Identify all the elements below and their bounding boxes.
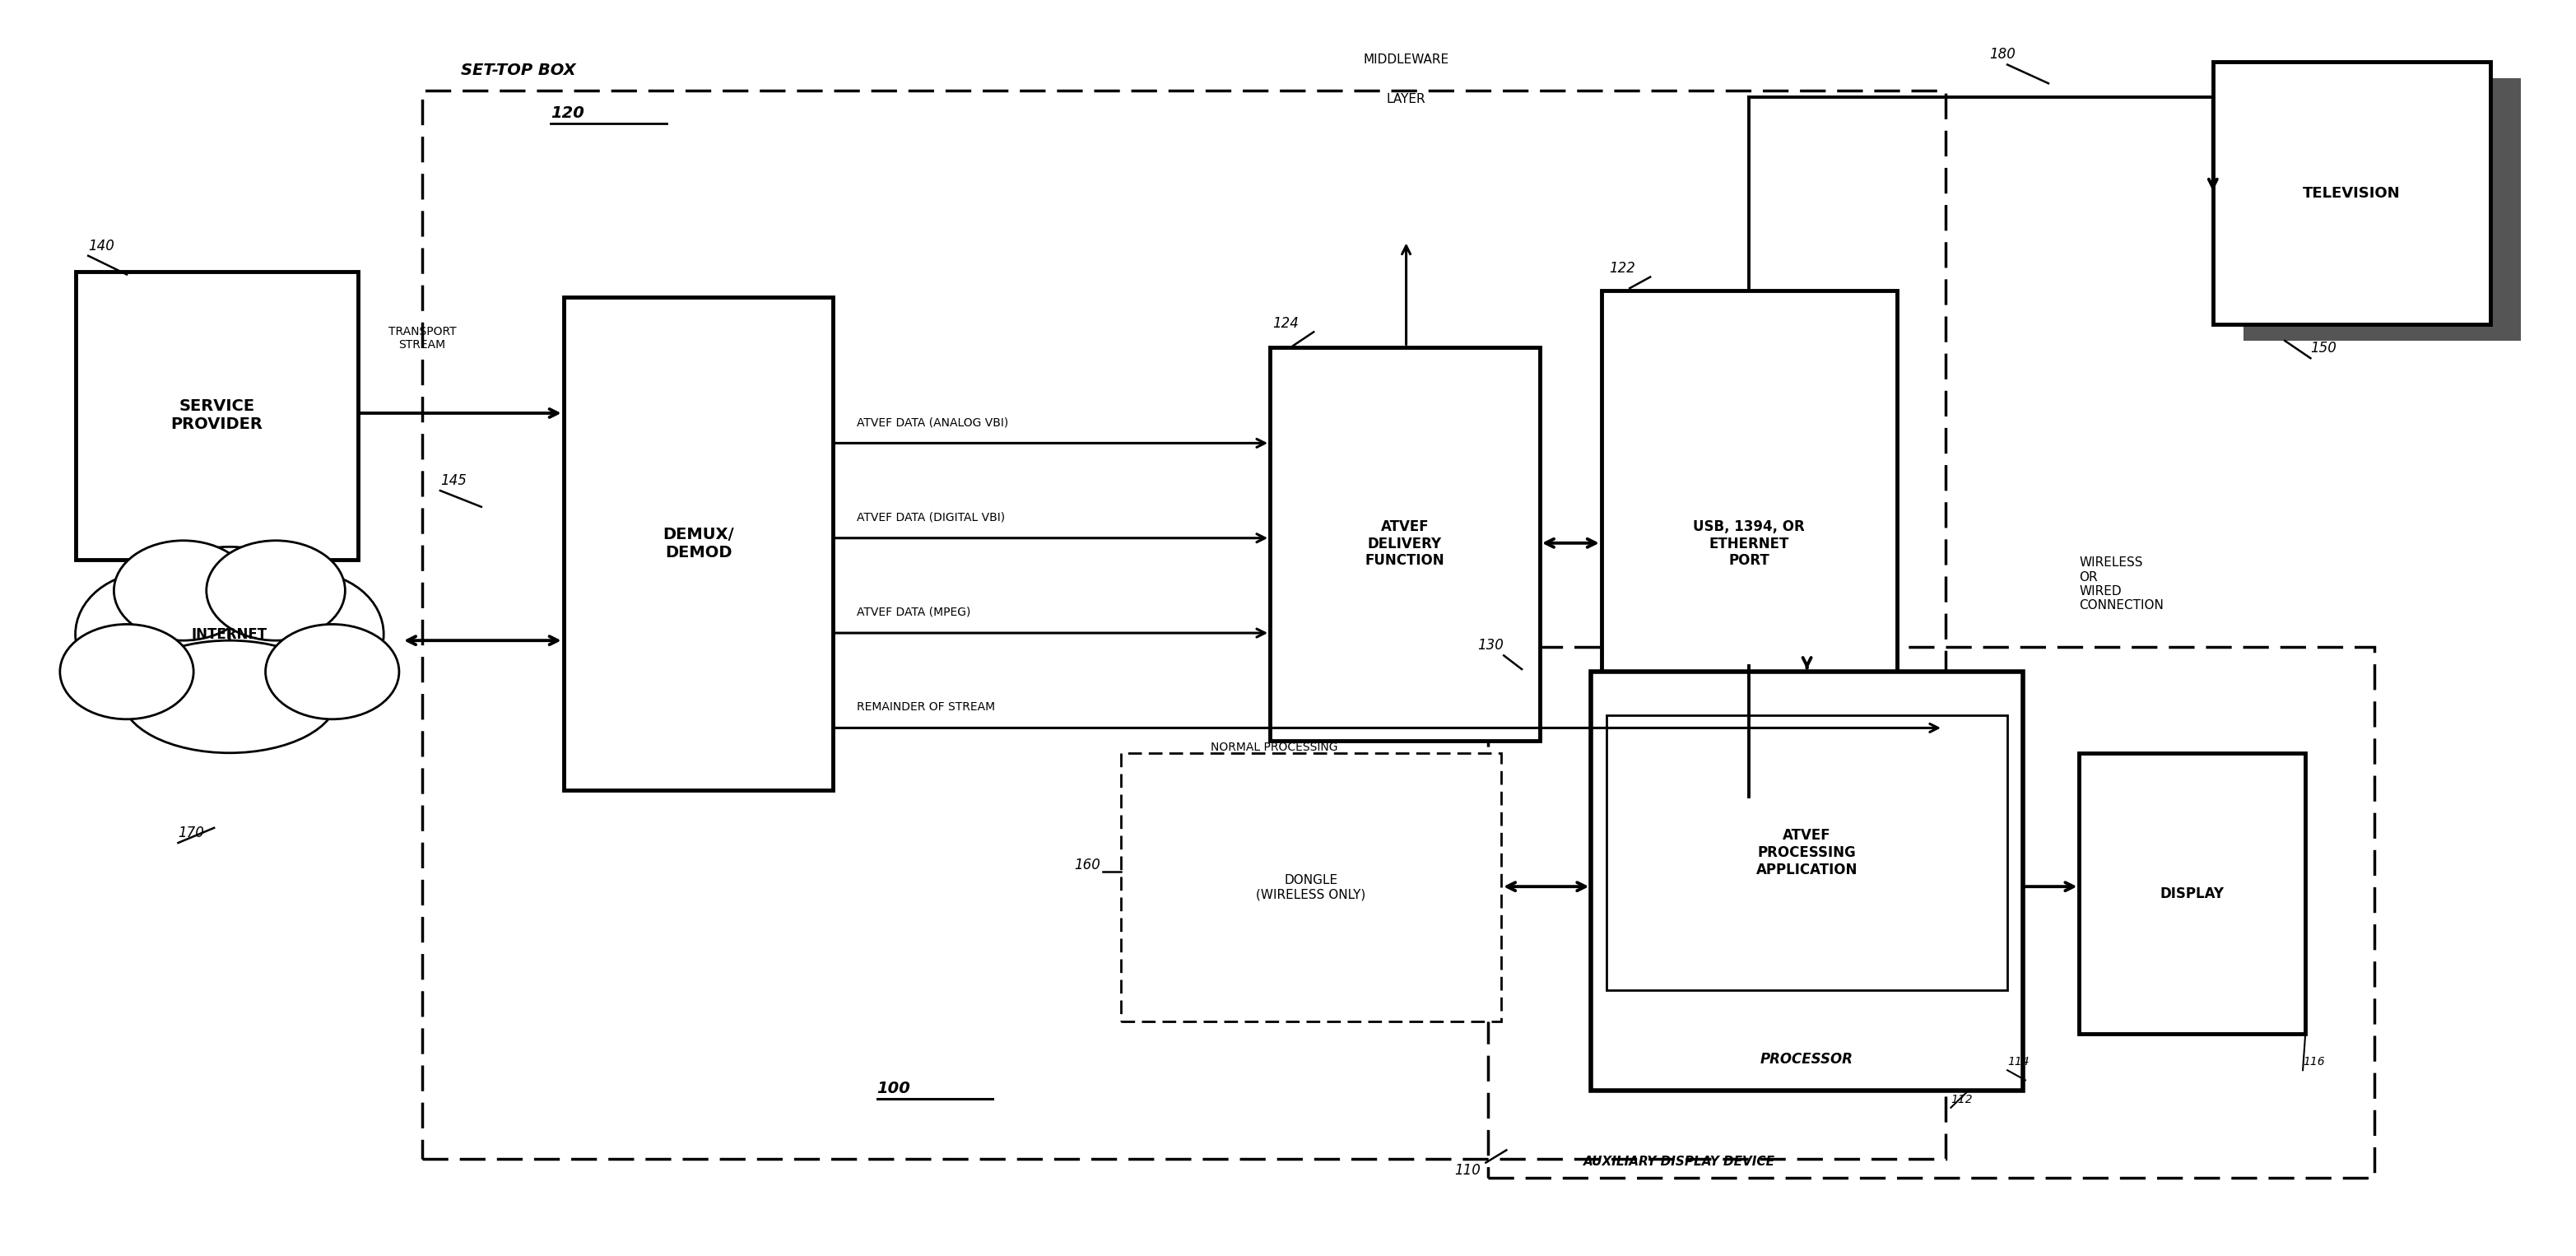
Ellipse shape bbox=[206, 540, 345, 641]
Text: ATVEF
DELIVERY
FUNCTION: ATVEF DELIVERY FUNCTION bbox=[1365, 519, 1445, 568]
FancyBboxPatch shape bbox=[1121, 752, 1502, 1021]
FancyBboxPatch shape bbox=[2079, 752, 2306, 1034]
FancyBboxPatch shape bbox=[564, 296, 832, 790]
Text: PROCESSOR: PROCESSOR bbox=[1759, 1051, 1852, 1066]
Text: 145: 145 bbox=[440, 474, 466, 489]
Text: MIDDLEWARE: MIDDLEWARE bbox=[1363, 54, 1450, 65]
FancyBboxPatch shape bbox=[1592, 672, 2022, 1090]
Ellipse shape bbox=[75, 571, 229, 697]
Text: 180: 180 bbox=[1989, 48, 2014, 62]
Text: DEMUX/
DEMOD: DEMUX/ DEMOD bbox=[662, 526, 734, 560]
FancyBboxPatch shape bbox=[2213, 62, 2491, 324]
Text: 114: 114 bbox=[2007, 1056, 2030, 1068]
Ellipse shape bbox=[113, 540, 252, 641]
Text: ATVEF
PROCESSING
APPLICATION: ATVEF PROCESSING APPLICATION bbox=[1757, 828, 1857, 878]
Text: 130: 130 bbox=[1479, 638, 1504, 653]
FancyBboxPatch shape bbox=[1607, 716, 2007, 990]
Text: 140: 140 bbox=[88, 239, 113, 254]
Ellipse shape bbox=[59, 624, 193, 720]
Text: ATVEF DATA (ANALOG VBI): ATVEF DATA (ANALOG VBI) bbox=[855, 417, 1007, 428]
Text: 170: 170 bbox=[178, 825, 204, 840]
Text: 100: 100 bbox=[876, 1081, 909, 1096]
Text: AUXILIARY DISPLAY DEVICE: AUXILIARY DISPLAY DEVICE bbox=[1584, 1156, 1775, 1168]
Text: TELEVISION: TELEVISION bbox=[2303, 186, 2401, 201]
Text: 116: 116 bbox=[2303, 1056, 2324, 1068]
Text: 110: 110 bbox=[1455, 1163, 1481, 1177]
Ellipse shape bbox=[265, 624, 399, 720]
FancyBboxPatch shape bbox=[2244, 78, 2522, 340]
Text: INTERNET: INTERNET bbox=[191, 627, 268, 642]
Text: NORMAL PROCESSING: NORMAL PROCESSING bbox=[1211, 741, 1337, 752]
Text: DISPLAY: DISPLAY bbox=[2161, 885, 2226, 901]
Text: SERVICE
PROVIDER: SERVICE PROVIDER bbox=[170, 398, 263, 432]
Text: WIRELESS
OR
WIRED
CONNECTION: WIRELESS OR WIRED CONNECTION bbox=[2079, 556, 2164, 612]
FancyBboxPatch shape bbox=[75, 273, 358, 559]
Text: 120: 120 bbox=[551, 106, 585, 121]
Text: USB, 1394, OR
ETHERNET
PORT: USB, 1394, OR ETHERNET PORT bbox=[1692, 519, 1806, 568]
Text: 124: 124 bbox=[1273, 317, 1298, 330]
Text: SET-TOP BOX: SET-TOP BOX bbox=[461, 63, 574, 78]
Text: 150: 150 bbox=[2311, 340, 2336, 355]
Text: 112: 112 bbox=[1950, 1094, 1973, 1105]
Text: ATVEF DATA (MPEG): ATVEF DATA (MPEG) bbox=[855, 607, 971, 618]
Text: 160: 160 bbox=[1074, 858, 1100, 873]
Text: LAYER: LAYER bbox=[1386, 93, 1425, 106]
Ellipse shape bbox=[121, 641, 337, 752]
Text: 122: 122 bbox=[1610, 261, 1636, 276]
Text: DONGLE
(WIRELESS ONLY): DONGLE (WIRELESS ONLY) bbox=[1257, 874, 1365, 901]
Text: ATVEF DATA (DIGITAL VBI): ATVEF DATA (DIGITAL VBI) bbox=[855, 511, 1005, 522]
Ellipse shape bbox=[229, 571, 384, 697]
Text: REMAINDER OF STREAM: REMAINDER OF STREAM bbox=[855, 701, 994, 713]
Ellipse shape bbox=[126, 546, 332, 710]
FancyBboxPatch shape bbox=[1270, 347, 1540, 741]
FancyBboxPatch shape bbox=[1602, 290, 1896, 796]
Text: TRANSPORT
STREAM: TRANSPORT STREAM bbox=[389, 325, 456, 350]
